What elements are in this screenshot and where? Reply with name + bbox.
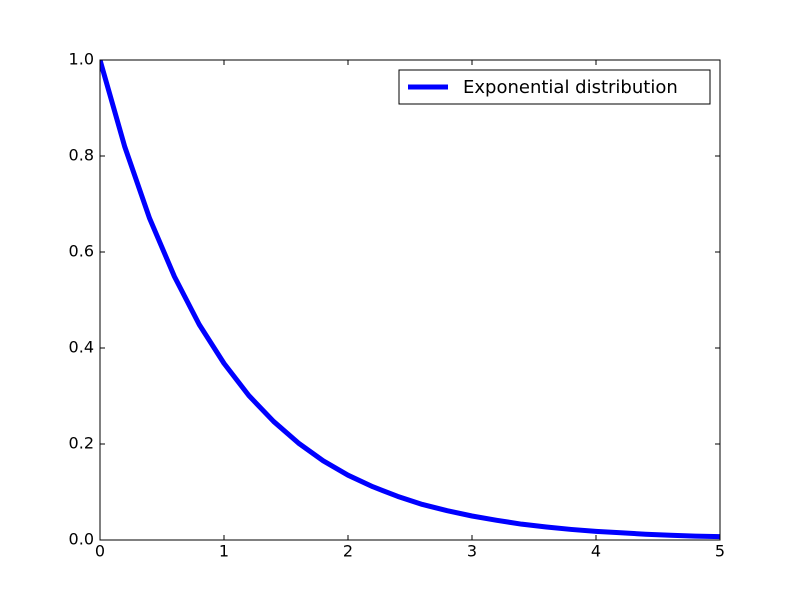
x-tick-label: 1 bbox=[219, 542, 229, 561]
y-tick-label: 0.8 bbox=[69, 146, 94, 165]
x-tick-label: 3 bbox=[467, 542, 477, 561]
y-tick-label: 0.4 bbox=[69, 338, 94, 357]
y-tick-label: 1.0 bbox=[69, 50, 94, 69]
x-tick-label: 4 bbox=[591, 542, 601, 561]
legend-box bbox=[398, 69, 711, 105]
y-tick-label: 0.0 bbox=[69, 530, 94, 549]
y-tick-label: 0.2 bbox=[69, 434, 94, 453]
x-tick-label: 0 bbox=[95, 542, 105, 561]
legend-label: Exponential distribution bbox=[463, 77, 678, 98]
x-tick-label: 2 bbox=[343, 542, 353, 561]
x-tick-label: 5 bbox=[715, 542, 725, 561]
legend: Exponential distribution bbox=[398, 69, 711, 105]
y-tick-label: 0.6 bbox=[69, 242, 94, 261]
data-line bbox=[100, 60, 720, 540]
plot-area bbox=[100, 60, 720, 540]
axes-frame bbox=[99, 59, 721, 541]
